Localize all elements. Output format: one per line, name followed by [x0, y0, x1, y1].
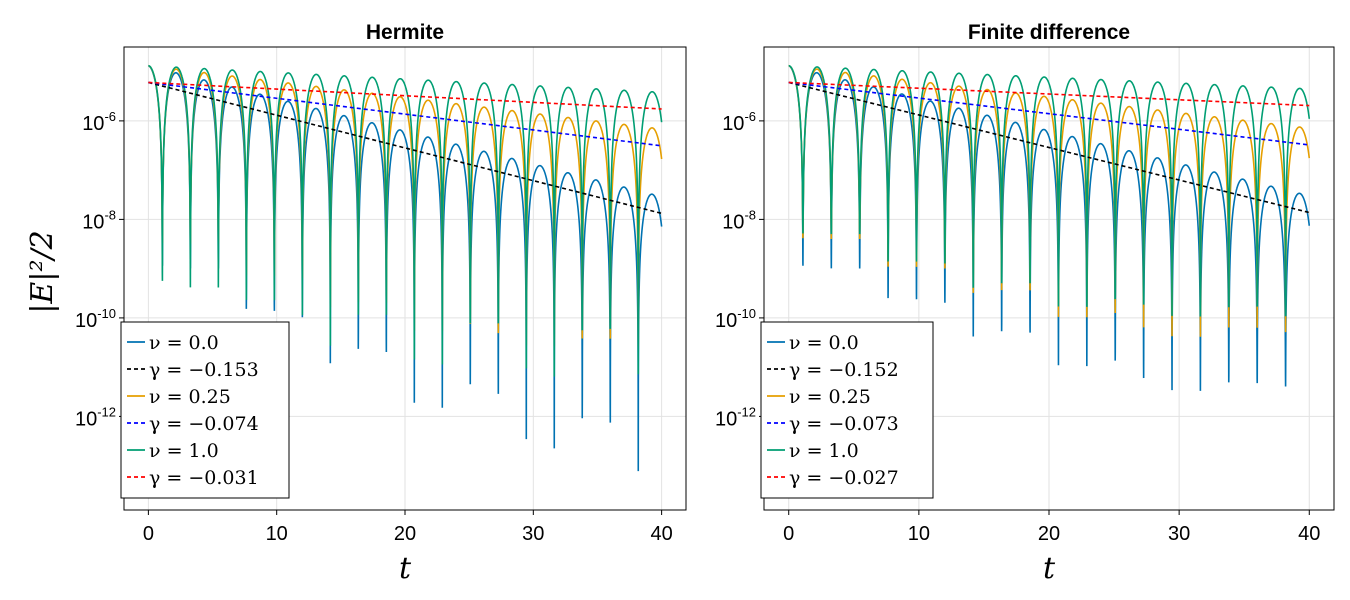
x-tick-label: 30 — [1168, 523, 1190, 545]
x-tick-label: 20 — [394, 523, 416, 545]
x-tick-label: 20 — [1038, 523, 1060, 545]
legend-label: ν = 0.25 — [149, 386, 231, 408]
legend-label: ν = 1.0 — [789, 440, 859, 462]
series-line-0 — [788, 64, 1311, 391]
y-tick-label: 10-10 — [715, 306, 756, 332]
x-tick-label: 30 — [522, 523, 544, 545]
fit-line-1 — [148, 81, 662, 147]
x-tick-label: 40 — [1298, 523, 1320, 545]
y-tick-label: 10-10 — [75, 306, 116, 332]
x-tick-label: 10 — [266, 523, 288, 545]
legend-label: γ = −0.153 — [149, 359, 259, 381]
y-tick-label: 10-8 — [82, 207, 116, 233]
y-tick-label: 10-8 — [722, 207, 756, 233]
fit-line-2 — [148, 81, 662, 110]
x-tick-label: 0 — [783, 523, 794, 545]
chart-title: Hermite — [366, 21, 444, 44]
fit-line-0 — [148, 81, 662, 215]
series-line-1 — [148, 64, 663, 347]
y-tick-label: 10-12 — [715, 404, 756, 430]
y-tick-label: 10-6 — [82, 109, 116, 135]
panel-finite-difference: 0 10 20 30 40 10-6 10-8 10-10 10-12 Finite differ… — [715, 21, 1335, 586]
x-tick-label: 10 — [908, 523, 930, 545]
legend-label: γ = −0.152 — [789, 359, 899, 381]
x-axis-label: t — [399, 551, 412, 586]
series-line-2 — [788, 64, 1311, 317]
legend-label: γ = −0.074 — [149, 413, 259, 435]
legend-label: ν = 1.0 — [149, 440, 219, 462]
legend-label: ν = 0.25 — [789, 386, 871, 408]
legend-label: γ = −0.031 — [149, 467, 259, 489]
y-tick-label: 10-6 — [722, 109, 756, 135]
chart-title: Finite difference — [968, 21, 1130, 44]
fit-line-0 — [788, 81, 1310, 214]
fit-line-2 — [788, 81, 1310, 107]
legend: ν = 0.0 γ = −0.152 ν = 0.25 γ = −0.073 ν = 1… — [760, 321, 934, 499]
series-line-2 — [148, 64, 663, 377]
legend-label: ν = 0.0 — [149, 332, 219, 354]
y-axis-label: |E|²/2 — [25, 230, 60, 313]
legend: ν = 0.0 γ = −0.153 ν = 0.25 γ = −0.074 ν = 1… — [120, 321, 290, 499]
legend-box — [760, 321, 934, 499]
x-axis-label: t — [1043, 551, 1056, 586]
legend-box — [120, 321, 290, 499]
y-tick-label: 10-12 — [75, 404, 116, 430]
x-tick-label: 40 — [650, 523, 672, 545]
panel-hermite: 0 10 20 30 40 10-6 10-8 10-10 10-12 Hermite t ν = 0… — [75, 21, 687, 586]
fit-line-1 — [788, 81, 1310, 146]
legend-label: ν = 0.0 — [789, 332, 859, 354]
series-line-0 — [148, 64, 663, 472]
plot-area — [788, 64, 1311, 391]
x-tick-label: 0 — [143, 523, 154, 545]
legend-label: γ = −0.073 — [789, 413, 899, 435]
legend-label: γ = −0.027 — [789, 467, 899, 489]
plot-area — [148, 64, 663, 472]
series-line-1 — [788, 64, 1311, 337]
